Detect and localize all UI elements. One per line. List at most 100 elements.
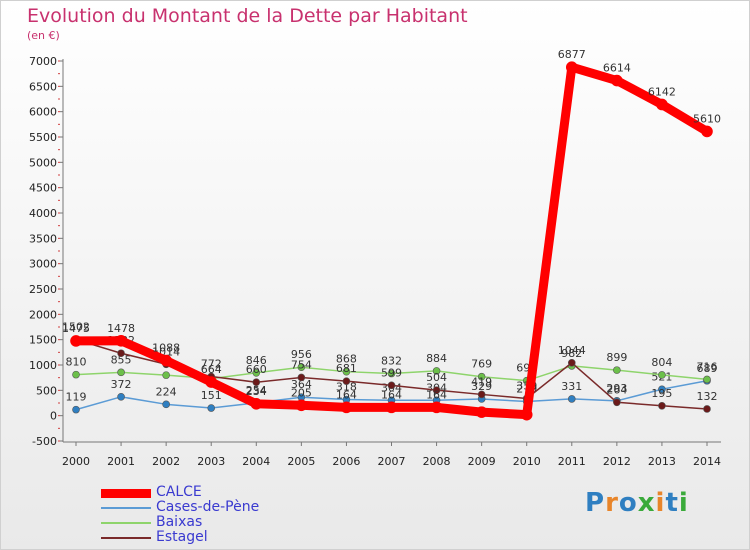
point-calce <box>205 376 218 388</box>
point-calce <box>430 401 443 414</box>
data-label-calce: 5610 <box>693 112 721 125</box>
point-cases-de-p-ne <box>162 400 170 409</box>
data-label-cases-de-p-ne: 318 <box>336 381 357 394</box>
data-label-calce: 6614 <box>603 62 631 75</box>
data-label-calce: 1478 <box>107 322 135 335</box>
data-label-estagel: 754 <box>291 358 312 371</box>
y-tick-label: 3000 <box>29 258 57 271</box>
x-tick-label: 2010 <box>513 455 541 468</box>
data-label-baixas: 855 <box>111 353 132 366</box>
data-label-cases-de-p-ne: 151 <box>201 389 222 402</box>
point-cases-de-p-ne <box>207 404 216 412</box>
x-tick-label: 2007 <box>378 455 406 468</box>
y-tick-label: 2500 <box>29 283 57 296</box>
point-estagel <box>387 381 396 390</box>
data-label-calce: 1088 <box>152 342 180 355</box>
data-label-cases-de-p-ne: 329 <box>471 380 492 393</box>
y-tick-label: 2000 <box>29 308 57 321</box>
data-label-baixas: 956 <box>291 348 312 361</box>
logo-letter: t <box>665 488 679 518</box>
point-calce <box>385 401 398 414</box>
y-tick-label: 3500 <box>29 232 57 245</box>
data-label-estagel: 504 <box>426 371 447 384</box>
legend-label: Estagel <box>156 529 208 545</box>
data-label-baixas: 899 <box>606 351 627 364</box>
data-label-cases-de-p-ne: 689 <box>697 362 718 375</box>
point-estagel <box>117 349 125 358</box>
y-tick-label: 7000 <box>29 55 57 68</box>
legend-label: Baixas <box>156 514 203 530</box>
point-estagel <box>252 378 261 387</box>
legend-swatch <box>101 537 151 539</box>
data-label-baixas: 804 <box>651 356 672 369</box>
point-calce <box>250 398 263 410</box>
point-baixas <box>297 363 306 372</box>
point-estagel <box>703 405 711 413</box>
proxiti-logo: Proxiti <box>585 488 689 518</box>
point-baixas <box>613 366 621 374</box>
point-estagel <box>567 358 576 367</box>
point-calce <box>475 406 488 418</box>
data-label-cases-de-p-ne: 331 <box>561 380 582 393</box>
data-label-calce: 205 <box>291 386 312 399</box>
data-label-baixas: 716 <box>697 360 718 373</box>
logo-letter: r <box>605 488 619 518</box>
point-calce <box>656 98 668 111</box>
legend-label: Cases-de-Pène <box>156 499 260 515</box>
line-chart: -500 0 500 1000 1500 2000 2500 3000 3500 4000 4500… <box>29 48 721 468</box>
data-label-calce: 6877 <box>558 48 586 61</box>
x-tick-label: 2008 <box>423 455 451 468</box>
data-label-baixas: 810 <box>66 356 87 369</box>
point-calce <box>520 408 533 421</box>
point-calce <box>340 401 353 414</box>
point-baixas <box>162 371 170 379</box>
point-calce <box>701 125 713 138</box>
x-tick-label: 2006 <box>332 455 360 468</box>
point-estagel <box>658 401 666 410</box>
data-label-cases-de-p-ne: 254 <box>246 384 267 397</box>
point-estagel <box>297 373 306 382</box>
logo-letter: x <box>637 488 656 518</box>
point-baixas <box>252 369 261 377</box>
data-label-estagel: 660 <box>246 363 267 376</box>
data-label-baixas: 769 <box>471 358 492 371</box>
point-estagel <box>432 386 441 394</box>
point-baixas <box>658 371 666 379</box>
x-tick-label: 2003 <box>197 455 225 468</box>
data-label-calce: 234 <box>246 385 267 398</box>
data-label-estagel: 1044 <box>558 344 586 357</box>
y-tick-label: 4000 <box>29 207 57 220</box>
x-tick-label: 2001 <box>107 455 135 468</box>
y-tick-label: 0 <box>50 410 57 423</box>
legend-swatch <box>101 522 151 524</box>
data-label-estagel: 195 <box>651 387 672 400</box>
point-cases-de-p-ne <box>117 393 125 401</box>
chart-subtitle: (en €) <box>27 29 60 42</box>
x-tick-label: 2000 <box>62 455 90 468</box>
point-baixas <box>703 375 711 384</box>
data-label-calce: 164 <box>381 388 402 401</box>
logo-letter: i <box>655 488 666 518</box>
x-tick-label: 2002 <box>152 455 180 468</box>
point-calce <box>565 61 578 74</box>
logo-letter: P <box>585 488 606 518</box>
data-label-calce: 164 <box>336 388 357 401</box>
data-label-cases-de-p-ne: 364 <box>291 378 312 391</box>
y-tick-label: 500 <box>36 384 57 397</box>
point-calce <box>295 399 308 412</box>
y-tick-label: 6000 <box>29 106 57 119</box>
point-estagel <box>477 390 486 399</box>
legend-swatch <box>101 507 151 509</box>
y-tick-label: -500 <box>32 435 57 448</box>
x-tick-label: 2013 <box>648 455 676 468</box>
legend-swatch <box>101 488 151 498</box>
data-label-estagel: 264 <box>606 383 627 396</box>
data-label-estagel: 599 <box>381 366 402 379</box>
data-label-calce: 164 <box>426 388 447 401</box>
point-baixas <box>117 368 125 377</box>
point-cases-de-p-ne <box>567 395 576 403</box>
data-label-estagel: 132 <box>697 390 718 403</box>
point-calce <box>611 74 623 87</box>
data-label-cases-de-p-ne: 293 <box>606 382 627 395</box>
